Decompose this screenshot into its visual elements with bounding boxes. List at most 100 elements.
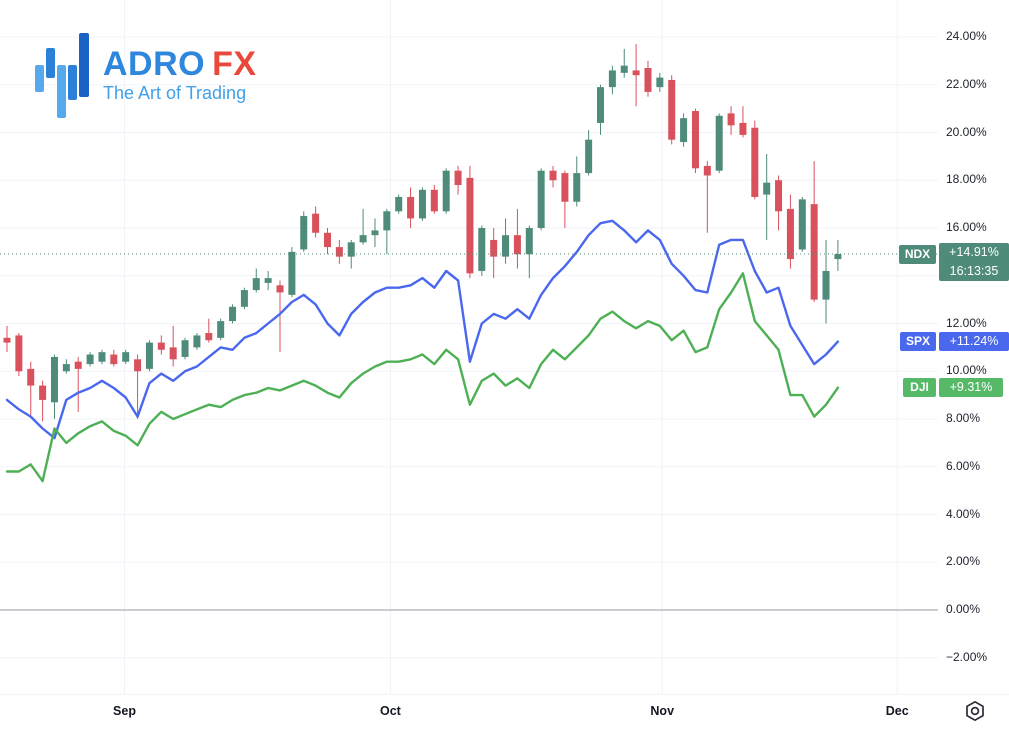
chart-settings-icon[interactable] — [963, 699, 987, 723]
candle-body — [134, 359, 142, 372]
candle-body — [525, 228, 533, 255]
time-axis[interactable]: Sep Oct Nov Dec — [0, 694, 1009, 731]
time-axis-label-nov: Nov — [650, 704, 675, 718]
candle-body — [217, 321, 225, 338]
candle-body — [395, 196, 403, 212]
candle-body — [739, 122, 747, 135]
candle-body — [573, 173, 581, 202]
candle-body — [3, 337, 11, 343]
candle-body — [513, 235, 521, 255]
price-axis-tick: 22.00% — [946, 76, 987, 91]
candle-body — [691, 111, 699, 169]
candle-body — [264, 278, 272, 283]
candle-body — [454, 170, 462, 186]
price-axis-tick: −2.00% — [946, 649, 988, 664]
candle-body — [775, 180, 783, 212]
candle-body — [407, 196, 415, 219]
logo-bar — [79, 33, 89, 97]
time-axis-label-oct: Oct — [379, 704, 401, 718]
price-axis-tick: 24.00% — [946, 29, 987, 43]
candle-body — [205, 333, 213, 341]
candle-body — [490, 239, 498, 257]
price-axis-tick: 16.00% — [946, 220, 987, 234]
ndx-change-value: +14.91% — [949, 245, 999, 260]
candle-body — [680, 118, 688, 143]
price-axis-tick: 4.00% — [946, 506, 981, 521]
candle-body — [466, 177, 474, 274]
candle-body — [335, 247, 343, 257]
candle-body — [751, 127, 759, 197]
spx-ticker-label: SPX — [905, 334, 930, 349]
candle-body — [656, 77, 664, 88]
price-axis-tick: 10.00% — [946, 363, 987, 378]
candle-body — [288, 251, 296, 295]
brand-name-accent: FX — [212, 45, 257, 83]
candle-body — [810, 204, 818, 300]
candle-body — [347, 242, 355, 257]
candle-body — [39, 385, 47, 400]
price-axis-tick: 12.00% — [946, 315, 987, 330]
candle-body — [727, 113, 735, 126]
logo-bar — [35, 65, 44, 92]
dji-ticker-label: DJI — [910, 380, 929, 395]
logo-bar — [57, 65, 66, 118]
candle-body — [229, 306, 237, 322]
price-axis-tick: 0.00% — [946, 602, 981, 616]
time-axis-label-sep: Sep — [113, 704, 136, 718]
candle-body — [312, 213, 320, 233]
candle-body — [561, 173, 569, 202]
candle-body — [110, 354, 118, 365]
candle-body — [181, 340, 189, 357]
spx-change-value: +11.24% — [949, 333, 999, 348]
candle-body — [668, 79, 676, 140]
candle-body — [644, 68, 652, 92]
ndx-ticker-badge: NDX — [899, 244, 936, 264]
dji-change-value: +9.31% — [949, 379, 993, 394]
candle-body — [15, 335, 23, 372]
candle-body — [193, 335, 201, 348]
candle-body — [323, 232, 331, 248]
adrofx-bars-icon — [33, 31, 91, 121]
ndx-price-badge: +14.91% 16:13:35 — [939, 243, 1009, 282]
spx-ticker-badge: SPX — [900, 332, 936, 352]
candle-body — [122, 352, 130, 362]
candle-body — [252, 278, 260, 291]
price-axis-tick: 2.00% — [946, 554, 981, 569]
spx-price-badge: +11.24% — [939, 331, 1009, 351]
candle-body — [240, 290, 248, 307]
logo-bar — [68, 65, 77, 100]
ndx-bar-countdown: 16:13:35 — [949, 264, 999, 279]
candle-body — [86, 354, 94, 365]
candle-body — [608, 70, 616, 88]
candle-body — [585, 139, 593, 174]
dji-ticker-badge: DJI — [903, 378, 936, 398]
candle-body — [478, 228, 486, 271]
brand-tagline: The Art of Trading — [103, 83, 247, 103]
candle-body — [169, 347, 177, 360]
logo-bar — [46, 48, 55, 78]
candle-body — [763, 182, 771, 195]
candle-body — [798, 199, 806, 250]
ndx-ticker-label: NDX — [904, 246, 931, 261]
candle-body — [371, 230, 379, 236]
candle-body — [632, 70, 640, 76]
spx-comparison-line — [5, 219, 840, 440]
price-axis-tick: 6.00% — [946, 458, 981, 473]
candle-body — [597, 87, 604, 123]
time-axis-label-dec: Dec — [885, 704, 909, 718]
dji-comparison-line — [5, 272, 840, 483]
candle-body — [502, 235, 510, 257]
price-axis[interactable]: 24.00% 22.00% 20.00% 18.00% 16.00% 12.00% 10.0… — [930, 0, 1009, 695]
candle-body — [62, 364, 70, 372]
candle-body — [786, 208, 794, 260]
candle-body — [74, 361, 82, 369]
candle-body — [383, 211, 391, 231]
candle-body — [620, 65, 628, 73]
candle-body — [703, 165, 711, 176]
brand-name-primary: ADRO — [103, 45, 206, 83]
candle-body — [157, 342, 165, 350]
candle-body — [537, 170, 545, 228]
candle-body — [359, 235, 367, 243]
candle-body — [145, 342, 153, 369]
